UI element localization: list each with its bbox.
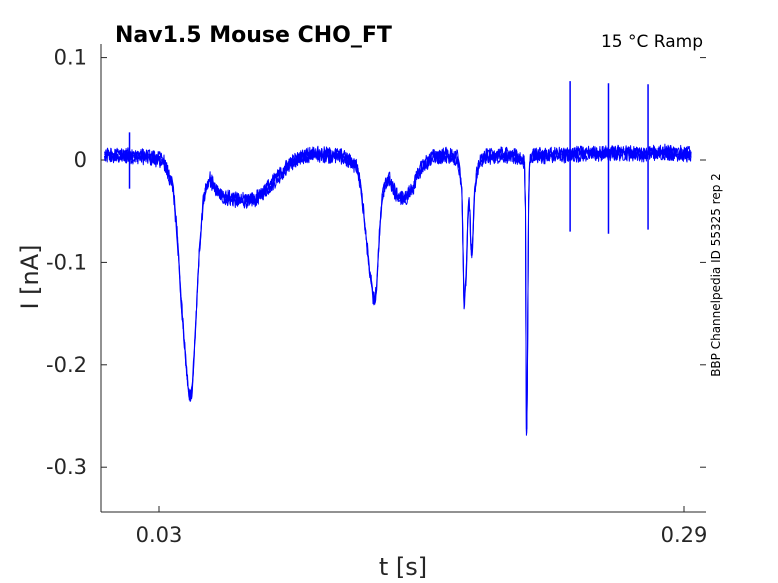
y-tick-label: -0.2 bbox=[46, 353, 87, 377]
y-tick-label: -0.1 bbox=[46, 250, 87, 274]
axis-ticks: 0.1 0 -0.1 -0.2 -0.3 0.03 0.29 bbox=[46, 46, 707, 547]
channelpedia-id-label: BBP Channelpedia ID 55325 rep 2 bbox=[709, 173, 723, 377]
trace-line bbox=[104, 143, 692, 432]
axes-box bbox=[100, 44, 706, 513]
recording-condition: 15 °C Ramp bbox=[601, 32, 703, 52]
y-tick-label: 0 bbox=[74, 148, 87, 172]
current-trace bbox=[104, 81, 692, 436]
x-axis-label: t [s] bbox=[379, 553, 427, 581]
trace-line bbox=[104, 145, 692, 436]
x-tick-label: 0.03 bbox=[136, 523, 183, 547]
y-tick-label: -0.3 bbox=[46, 455, 87, 479]
y-axis-label: I [nA] bbox=[16, 244, 44, 309]
y-tick-label: 0.1 bbox=[54, 46, 87, 70]
chart-title: Nav1.5 Mouse CHO_FT bbox=[115, 23, 392, 48]
x-tick-label: 0.29 bbox=[661, 523, 708, 547]
